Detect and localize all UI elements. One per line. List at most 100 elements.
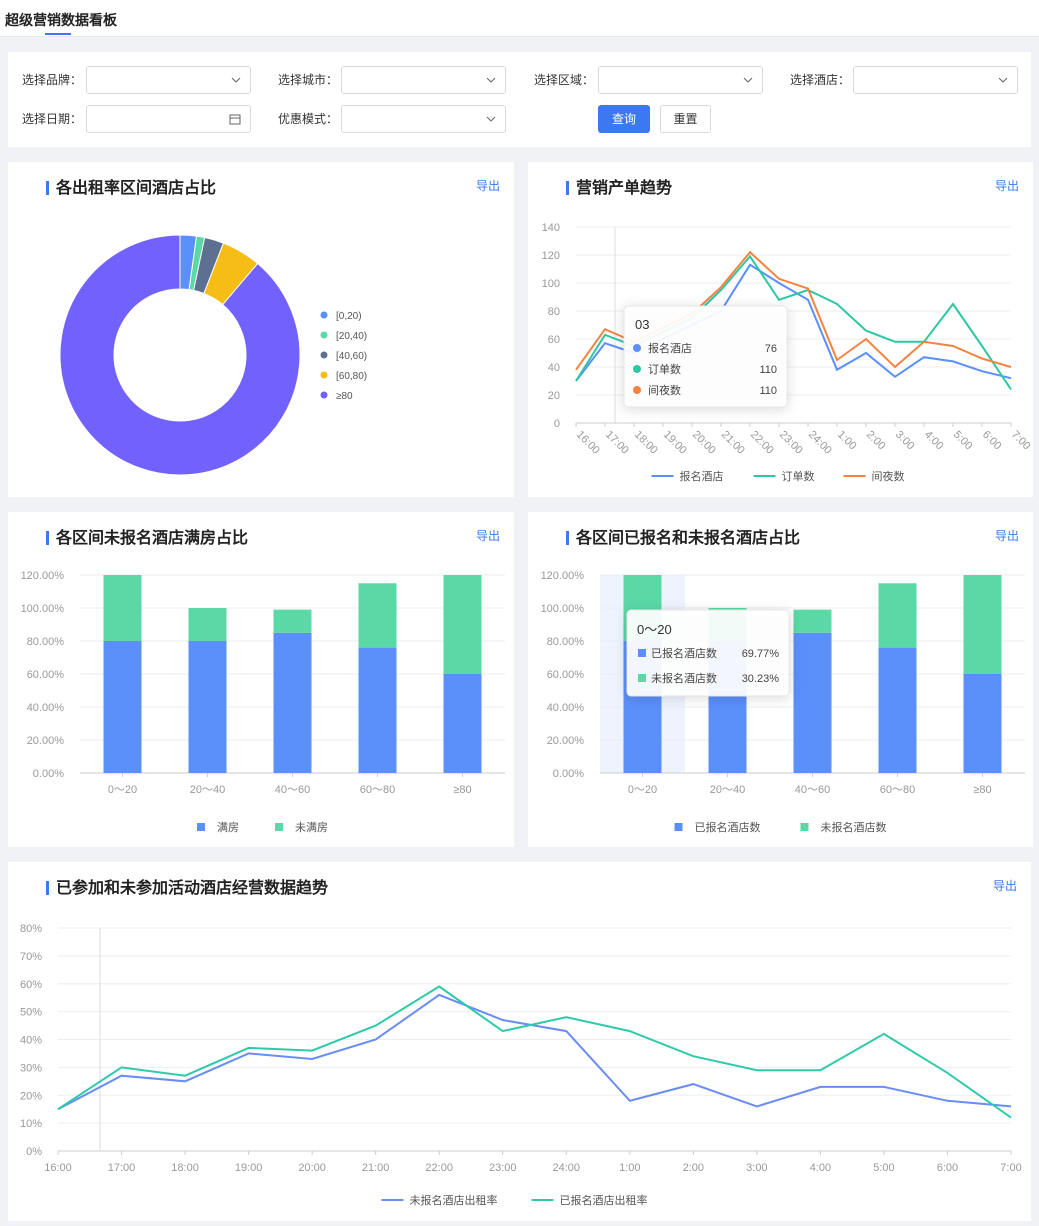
x-tick-label: 23:00 — [777, 429, 805, 457]
chart: 各出租率区间酒店占比 导出 [0,20) [20,40) [40,60) [60,80) ≥… — [46, 178, 500, 476]
tooltip-value: 69.77% — [742, 648, 780, 660]
x-tick-label: 21:00 — [719, 429, 747, 457]
y-tick-label: 80.00% — [27, 636, 65, 648]
x-tick-label: 23:00 — [489, 1162, 517, 1174]
chart-panel: 各区间未报名酒店满房占比 导出 0.00% 20.00% 40.00% 60.00% 80.… — [8, 512, 514, 847]
y-tick-label: 120 — [542, 250, 560, 262]
y-tick-label: 60.00% — [27, 669, 65, 681]
mode-select[interactable] — [341, 105, 506, 133]
export-link[interactable]: 导出 — [993, 879, 1017, 893]
chart-panel: 已参加和未参加活动酒店经营数据趋势 导出 0% 10% 20% 30% 40% 50% 60% 7… — [8, 862, 1031, 1221]
y-tick-label: 20.00% — [27, 735, 65, 747]
title-accent — [46, 881, 49, 895]
bar-segment — [878, 583, 917, 648]
y-tick-label: 20.00% — [547, 735, 585, 747]
x-tick-label: ≥80 — [973, 784, 991, 796]
x-tick-label: 2:00 — [683, 1162, 704, 1174]
tooltip-name: 间夜数 — [648, 383, 681, 397]
chart: 各区间未报名酒店满房占比 导出 0.00% 20.00% 40.00% 60.00% 80.… — [21, 528, 505, 834]
bar-segment — [103, 641, 142, 773]
x-tick-label: 16:00 — [44, 1162, 72, 1174]
x-tick-label: 18:00 — [632, 429, 660, 457]
legend-label: [60,80) — [336, 371, 367, 382]
y-tick-label: 80% — [20, 923, 42, 935]
x-tick-label: 40～60 — [795, 784, 830, 796]
y-tick-label: 100.00% — [541, 603, 585, 615]
x-tick-label: 18:00 — [171, 1162, 199, 1174]
filter-label: 选择城市： — [278, 73, 339, 87]
legend-label: 订单数 — [782, 470, 815, 483]
x-tick-label: 19:00 — [661, 429, 689, 457]
dropdown-icon — [486, 116, 496, 122]
legend-label: 已报名酒店出租率 — [560, 1193, 648, 1207]
legend-marker — [275, 823, 283, 831]
legend-label: 间夜数 — [872, 469, 905, 483]
city-select[interactable] — [341, 66, 506, 94]
tooltip-marker — [638, 674, 646, 682]
legend-marker — [674, 823, 683, 831]
tooltip-name: 订单数 — [648, 363, 681, 376]
bar-segment — [188, 608, 227, 641]
tooltip-value: 110 — [759, 364, 777, 376]
bar-segment — [793, 609, 832, 633]
legend-label: 满房 — [217, 821, 239, 834]
x-tick-label: 16:00 — [574, 429, 602, 457]
y-tick-label: 40 — [548, 362, 560, 374]
area-select[interactable] — [598, 66, 763, 94]
legend-marker — [320, 331, 328, 339]
chart-title: 各出租率区间酒店占比 — [55, 178, 216, 197]
title-accent — [46, 181, 49, 195]
tooltip-marker — [633, 344, 641, 352]
line-series — [57, 985, 1012, 1119]
y-tick-label: 60.00% — [547, 669, 585, 681]
tooltip-box — [623, 305, 788, 408]
query-button[interactable]: 查询 — [598, 105, 650, 133]
tab-underline — [45, 33, 71, 35]
y-tick-label: 80 — [548, 306, 560, 318]
dropdown-icon — [486, 77, 496, 83]
filter-label: 优惠模式： — [278, 112, 339, 126]
date-input[interactable] — [86, 105, 251, 133]
x-tick-label: 7:00 — [1009, 429, 1033, 453]
x-tick-label: 20:00 — [690, 429, 718, 457]
bar-segment — [963, 674, 1002, 773]
tooltip-marker — [633, 386, 641, 394]
bar-segment — [273, 609, 312, 633]
x-tick-label: 6:00 — [937, 1162, 958, 1174]
export-link[interactable]: 导出 — [476, 179, 500, 193]
x-tick-label: 19:00 — [235, 1162, 263, 1174]
legend-label: ≥80 — [336, 391, 353, 402]
bar-segment — [878, 647, 917, 773]
brand-select[interactable] — [86, 66, 251, 94]
y-tick-label: 0% — [26, 1146, 42, 1158]
chart-panel: 营销产单趋势 导出 0 20 40 60 80 100 120 140 16:00 17:00 18:0… — [528, 162, 1033, 497]
x-tick-label: 20～40 — [190, 784, 225, 796]
tooltip-marker — [638, 649, 646, 657]
hotel-select[interactable] — [853, 66, 1018, 94]
header: 超级营销数据看板 — [0, 0, 1039, 37]
x-tick-label: 3:00 — [746, 1162, 767, 1174]
y-tick-label: 40% — [20, 1035, 42, 1047]
bar-segment — [273, 632, 312, 773]
export-link[interactable]: 导出 — [476, 529, 500, 543]
export-link[interactable]: 导出 — [995, 529, 1019, 543]
x-tick-label: 20:00 — [298, 1162, 326, 1174]
y-tick-label: 40.00% — [547, 702, 585, 714]
title-accent — [46, 531, 49, 545]
reset-button[interactable]: 重置 — [660, 105, 711, 133]
export-link[interactable]: 导出 — [995, 179, 1019, 193]
tooltip-value: 76 — [765, 343, 777, 355]
x-tick-label: 40～60 — [275, 784, 310, 796]
bar-segment — [443, 575, 482, 674]
x-tick-label: 3:00 — [893, 429, 917, 453]
chart-title: 各区间未报名酒店满房占比 — [55, 528, 248, 547]
tooltip-name: 报名酒店 — [648, 341, 692, 355]
x-tick-label: ≥80 — [453, 784, 471, 796]
y-tick-label: 0 — [554, 418, 560, 430]
x-tick-label: 17:00 — [108, 1162, 136, 1174]
title-accent — [566, 181, 569, 195]
legend-label: [0,20) — [336, 311, 362, 322]
bar-segment — [793, 632, 832, 773]
chart: 营销产单趋势 导出 0 20 40 60 80 100 120 140 16:00 17:00 18:0… — [542, 178, 1033, 483]
y-tick-label: 80.00% — [547, 636, 585, 648]
